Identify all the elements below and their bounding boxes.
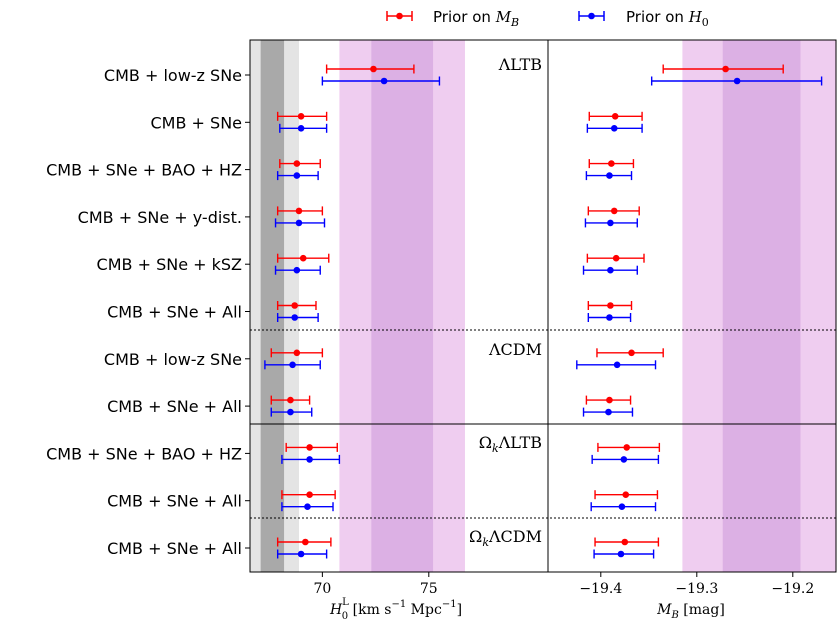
band-h0-1	[371, 40, 434, 572]
marker-h0-h0-5	[291, 314, 299, 321]
marker-h0-mb-0	[370, 65, 377, 73]
marker-h0-h0-8	[306, 456, 313, 463]
h0-axis-label: HL 0 [km s−1 Mpc−1]	[329, 597, 462, 622]
marker-mb-mb-9	[622, 491, 630, 499]
mb-axis-label: MB [mag]	[656, 602, 725, 621]
marker-h0-mb-8	[306, 444, 313, 451]
marker-mb-mb-4	[612, 254, 620, 262]
marker-mb-mb-3	[610, 207, 618, 215]
marker-h0-mb-2	[293, 160, 301, 167]
plot-frame	[249, 39, 837, 573]
x-tick-label-mb-0: −19.4	[579, 581, 622, 597]
marker-mb-h0-3	[607, 219, 614, 227]
marker-mb-mb-6	[628, 349, 635, 357]
marker-h0-h0-9	[304, 503, 311, 511]
legend-mb-label: Prior on MB	[433, 8, 519, 29]
marker-mb-h0-10	[617, 550, 625, 558]
marker-h0-mb-10	[302, 538, 309, 546]
marker-h0-h0-10	[297, 550, 305, 558]
marker-h0-h0-2	[293, 172, 301, 179]
marker-h0-mb-3	[295, 207, 303, 215]
row-label-1: CMB + SNe	[151, 113, 243, 132]
row-label-9: CMB + SNe + All	[107, 492, 242, 511]
x-tick-label-h0-1: 75	[420, 581, 438, 597]
marker-mb-h0-8	[620, 456, 628, 463]
marker-mb-mb-8	[623, 444, 631, 451]
marker-h0-h0-1	[297, 125, 305, 132]
marker-mb-h0-1	[610, 125, 618, 132]
marker-mb-h0-0	[733, 77, 741, 85]
row-label-0: CMB + low-z SNe	[104, 66, 242, 85]
legend: Prior on MB Prior on H0	[386, 8, 709, 29]
x-tick-label-h0-0: 70	[313, 581, 331, 597]
marker-h0-h0-6	[289, 361, 296, 369]
row-label-6: CMB + low-z SNe	[104, 350, 242, 369]
marker-h0-h0-7	[287, 408, 294, 416]
marker-mb-mb-1	[611, 113, 619, 120]
legend-mb-marker	[396, 12, 403, 20]
marker-mb-h0-9	[618, 503, 626, 511]
row-label-2: CMB + SNe + BAO + HZ	[46, 161, 242, 180]
marker-h0-h0-0	[380, 77, 388, 85]
row-label-10: CMB + SNe + All	[107, 539, 242, 558]
x-tick-label-mb-1: −19.3	[675, 581, 718, 597]
marker-mb-mb-5	[607, 302, 614, 309]
x-tick-label-mb-2: −19.2	[771, 581, 814, 597]
marker-h0-h0-4	[293, 266, 301, 274]
group-label-2: ΩkΛLTB	[479, 433, 542, 455]
marker-h0-h0-3	[295, 219, 303, 227]
marker-mb-mb-7	[606, 396, 613, 404]
row-label-3: CMB + SNe + y-dist.	[78, 208, 242, 227]
row-label-7: CMB + SNe + All	[107, 397, 242, 416]
group-label-3: ΩkΛCDM	[469, 527, 542, 549]
marker-mb-h0-6	[613, 361, 621, 369]
row-label-5: CMB + SNe + All	[107, 303, 242, 322]
marker-mb-h0-5	[606, 314, 613, 321]
band-mb-1	[722, 40, 801, 572]
group-label-0: ΛLTB	[498, 55, 542, 74]
group-label-1: ΛCDM	[488, 340, 542, 359]
marker-h0-mb-1	[297, 113, 305, 120]
row-label-8: CMB + SNe + BAO + HZ	[46, 444, 242, 463]
x-axis-labels: HL 0 [km s−1 Mpc−1] MB [mag]	[329, 597, 725, 622]
marker-h0-mb-5	[291, 302, 299, 309]
marker-mb-mb-0	[722, 65, 729, 73]
legend-h0-marker	[588, 12, 595, 20]
marker-h0-mb-6	[293, 349, 301, 357]
marker-mb-h0-4	[607, 266, 614, 274]
marker-mb-h0-7	[605, 408, 612, 416]
marker-mb-mb-10	[621, 538, 629, 546]
legend-h0-label: Prior on H0	[626, 8, 709, 29]
marker-h0-mb-4	[299, 254, 307, 262]
marker-mb-h0-2	[606, 172, 613, 179]
marker-h0-mb-7	[287, 396, 294, 404]
row-label-4: CMB + SNe + kSZ	[97, 255, 243, 274]
plot-area: CMB + low-z SNe CMB + SNe CMB + SNe + BAO …	[46, 39, 837, 597]
marker-mb-mb-2	[608, 160, 615, 167]
marker-h0-mb-9	[306, 491, 313, 499]
